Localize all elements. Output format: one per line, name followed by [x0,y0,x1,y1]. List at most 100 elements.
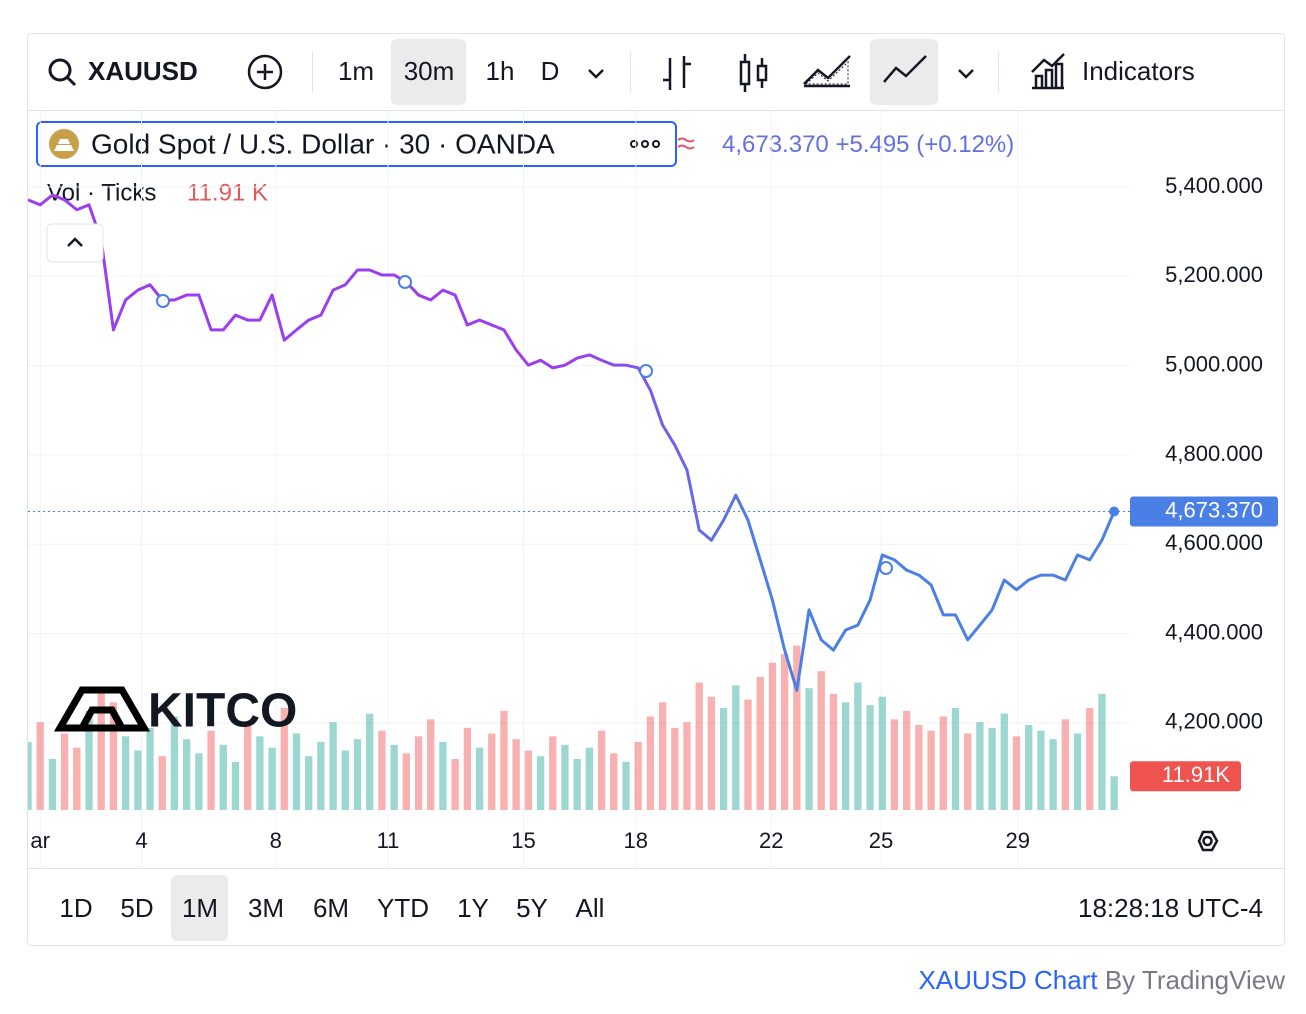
status-icon [677,137,695,150]
search-icon[interactable] [48,58,77,87]
volume-bar [1086,708,1094,810]
range-button[interactable]: All [576,893,605,923]
volume-bar [158,756,166,810]
volume-bar [683,722,691,810]
range-button[interactable]: 5Y [516,893,548,923]
volume-bar [73,747,81,810]
legend-price: 4,673.370 [722,131,829,158]
volume-bar [1098,693,1106,810]
volume-bar [976,722,984,810]
volume-bar [768,662,777,810]
event-marker [156,294,170,308]
footer: XAUUSD Chart By TradingView [918,965,1285,995]
volume-bar [622,761,630,810]
volume-bar [890,719,899,810]
price-label-bg [1130,496,1278,527]
interval[interactable]: D [541,56,560,86]
volume-bar [939,716,947,810]
line-icon[interactable] [883,55,927,83]
volume-bar [390,744,398,810]
volume-bar [817,671,825,810]
volume-bar [207,730,215,810]
volume-bar [60,733,69,810]
x-tick-label: ar [30,828,50,853]
volume-bar [964,733,972,810]
volume-bar [854,682,862,810]
watermark: KITCO [148,685,297,738]
footer-by: By TradingView [1105,965,1285,995]
volume-bar [756,676,764,810]
interval[interactable]: 1h [486,56,515,86]
interval-menu[interactable] [588,69,604,79]
legend-title: Gold Spot / U.S. Dollar · 30 · OANDA [91,128,555,159]
event-marker [879,561,893,575]
range-button[interactable]: 3M [248,893,284,923]
volume-bar [524,750,533,810]
active-range-bg [171,875,228,941]
volume-bar [549,736,557,810]
volume-bar [317,742,325,810]
interval[interactable]: 30m [404,56,455,86]
volume-bar [439,742,447,810]
volume-bar [268,747,276,810]
volume-label: 11.91K [1162,762,1230,787]
volume-bar [732,685,740,810]
indicators-button[interactable]: Indicators [1082,56,1195,86]
y-tick-label: 5,000.000 [1165,351,1263,376]
volume-bar [195,753,203,810]
logo-bars [54,139,74,151]
range-button[interactable]: YTD [377,893,429,923]
indicators-icon[interactable] [1031,53,1065,90]
footer-link[interactable]: XAUUSD Chart [918,965,1098,995]
volume-bar [610,753,618,810]
volume-bar [146,727,154,810]
range-button[interactable]: 1Y [457,893,489,923]
y-tick-label: 4,800.000 [1165,441,1263,466]
settings-button[interactable] [1197,830,1219,852]
range-button[interactable]: 1M [182,893,218,923]
volume-bar [658,702,667,810]
compare-button[interactable] [247,54,283,90]
volume-bar [353,739,362,810]
collapse-icon [67,237,83,247]
volume-bar [292,733,301,810]
price-line [28,193,1116,692]
watermark-logo [53,686,151,732]
bars-icon[interactable] [663,56,691,90]
volume-bar [646,716,655,810]
interval[interactable]: 1m [338,56,374,86]
range-button[interactable]: 6M [313,893,349,923]
collapse-button[interactable] [46,223,104,263]
volume-bar [36,722,44,810]
y-tick-label: 5,400.000 [1165,173,1263,198]
volume-bar [256,736,264,810]
volume-bar [707,696,716,810]
volume-bar [1073,733,1082,810]
area-icon[interactable] [803,55,851,88]
volume-bar [927,730,935,810]
symbol-legend-box[interactable] [36,121,677,167]
legend-more[interactable] [630,140,660,148]
volume-bar [512,739,520,810]
range-button[interactable]: 1D [59,893,92,923]
chart-type-menu[interactable] [958,69,974,79]
volume-bar [841,702,850,810]
symbol[interactable]: XAUUSD [88,56,198,86]
volume-bar [488,733,496,810]
volume-bar [378,730,386,810]
y-tick-label: 4,400.000 [1165,619,1263,644]
volume-legend-value: 11.91 K [187,179,268,206]
range-button[interactable]: 5D [120,893,153,923]
y-tick-label: 5,200.000 [1165,262,1263,287]
volume-bar [829,693,838,810]
volume-bar [878,696,886,810]
volume-bar [536,756,545,810]
volume-bar [1110,776,1118,810]
volume-bar [585,747,594,810]
x-tick-label: 15 [511,828,535,853]
volume-bar [915,725,923,810]
y-tick-label: 4,200.000 [1165,709,1263,734]
volume-bar [1025,725,1033,810]
x-tick-label: 18 [624,828,648,853]
candles-icon[interactable] [739,54,768,92]
